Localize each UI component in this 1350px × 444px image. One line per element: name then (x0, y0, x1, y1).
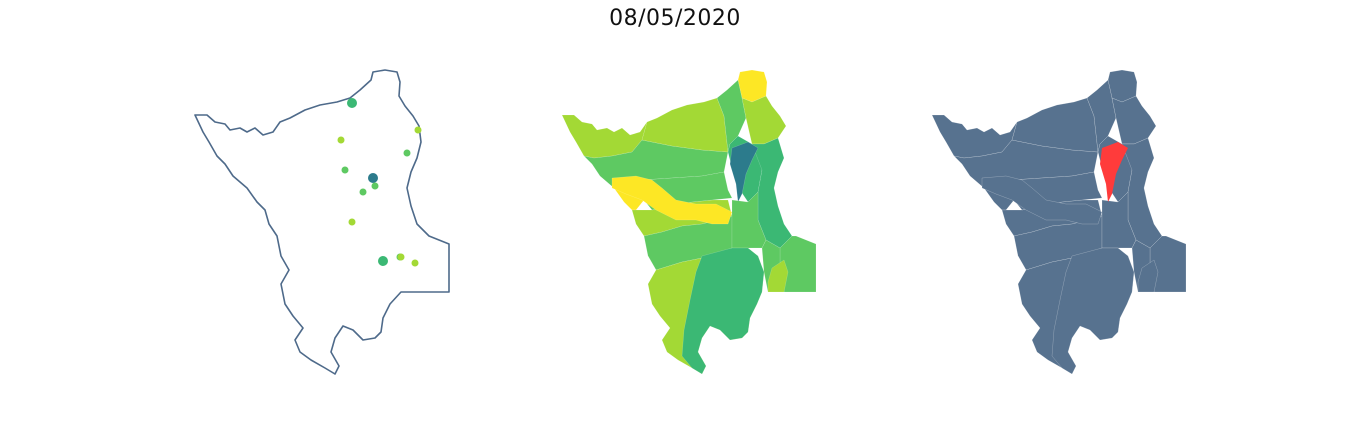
date-title: 08/05/2020 (609, 6, 741, 31)
region (1086, 79, 1117, 153)
region (583, 139, 729, 189)
map-point (378, 256, 388, 266)
region (1137, 259, 1159, 293)
region (1111, 95, 1157, 145)
points-map-panel (185, 60, 505, 380)
map-point (348, 218, 356, 226)
map-point (403, 149, 411, 157)
region (767, 259, 789, 293)
state-outline (194, 69, 450, 375)
map-point (371, 182, 379, 190)
map-point (368, 173, 378, 183)
region (729, 141, 759, 203)
map-point (414, 126, 422, 134)
choropleth-map-panel (552, 60, 872, 380)
map-point (341, 166, 349, 174)
region (716, 79, 747, 153)
region (611, 175, 733, 225)
map-point (397, 253, 405, 261)
map-point (359, 188, 367, 196)
choropleth-map (561, 69, 817, 375)
highlight-map (931, 69, 1187, 375)
highlight-map-panel (922, 60, 1242, 380)
region (741, 95, 787, 145)
map-point (347, 98, 357, 108)
points-map (194, 69, 450, 375)
highlighted-region (1100, 142, 1128, 202)
map-point (337, 136, 345, 144)
region (681, 247, 765, 375)
region (1051, 247, 1135, 375)
region (953, 139, 1099, 189)
map-point (411, 259, 419, 267)
region (981, 175, 1103, 225)
